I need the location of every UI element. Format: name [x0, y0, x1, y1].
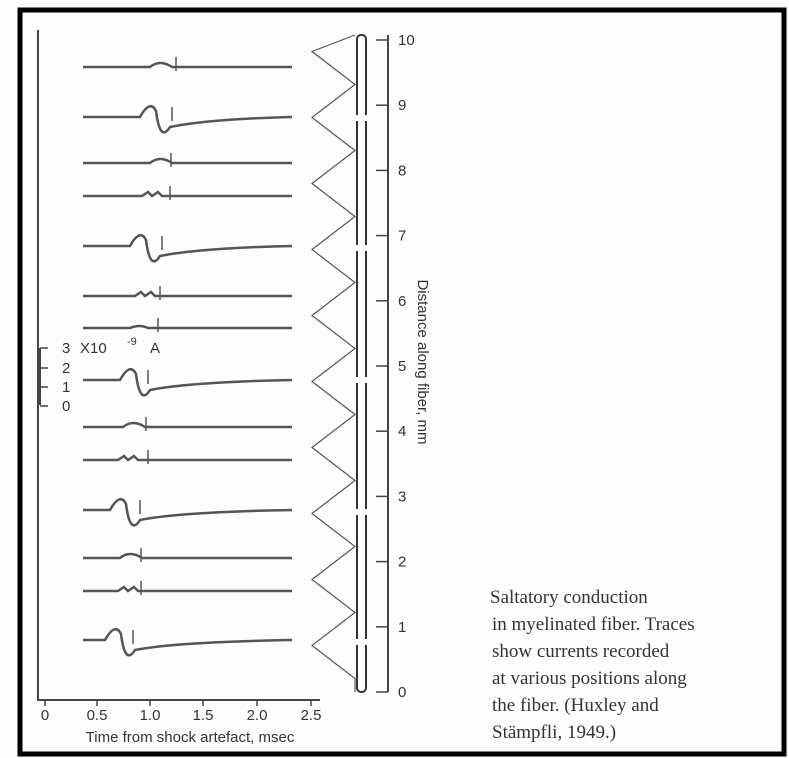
- scale-suffix: A: [150, 340, 160, 357]
- node-gap: [355, 115, 368, 121]
- y-tick-label: 4: [398, 423, 406, 440]
- y-tick-label: 10: [398, 32, 415, 49]
- caption-line: Saltatory conduction: [490, 587, 648, 608]
- trace: [83, 627, 293, 657]
- y-tick-label: 0: [398, 684, 406, 701]
- trace: [83, 552, 292, 560]
- trace: [83, 324, 292, 330]
- trace: [83, 454, 292, 462]
- fiber: [356, 34, 367, 693]
- scale-exponent: -9: [127, 336, 137, 348]
- trace: [83, 157, 292, 165]
- trace: [83, 190, 292, 198]
- trace: [83, 104, 293, 134]
- node-gap: [355, 377, 368, 383]
- y-tick-label: 1: [398, 619, 406, 636]
- x-tick-label: 1.0: [140, 707, 161, 724]
- trace: [83, 367, 293, 397]
- y-tick-label: 8: [398, 162, 406, 179]
- trace: [83, 61, 292, 69]
- y-tick-label: 2: [398, 554, 406, 571]
- caption-line: at various positions along: [492, 668, 687, 689]
- trace: [83, 233, 293, 263]
- node-gap: [355, 639, 368, 645]
- scale-bar: 3 X10 -9 A: [39, 336, 160, 405]
- scale-top: 3: [62, 340, 70, 357]
- node-gap: [355, 509, 368, 515]
- scale-tick-label: 2: [62, 360, 70, 377]
- scale-tick-label: 1: [62, 379, 70, 396]
- electrodes: [310, 34, 356, 692]
- y-tick-label: 5: [398, 358, 406, 375]
- y-tick-label: 6: [398, 293, 406, 310]
- x-tick-label: 1.5: [193, 707, 214, 724]
- trace: [83, 585, 292, 593]
- trace: [83, 497, 293, 527]
- node-gap: [355, 245, 368, 251]
- x-axis-label: Time from shock artefact, msec: [86, 729, 295, 746]
- caption-line: show currents recorded: [492, 641, 670, 662]
- trace: [83, 421, 292, 429]
- y-tick-label: 7: [398, 228, 406, 245]
- x-tick-label: 2.5: [301, 707, 322, 724]
- plot-axes: [37, 30, 320, 701]
- x-tick-label: 0.5: [87, 707, 108, 724]
- scale-tick-label: 0: [62, 398, 70, 415]
- trace: [83, 290, 292, 298]
- scale-unit: X10: [80, 340, 107, 357]
- y-axis-label: Distance along fiber, mm: [414, 279, 431, 444]
- x-tick-label: 2.0: [247, 707, 268, 724]
- caption-line: Stämpfli, 1949.): [492, 722, 616, 743]
- y-tick-label: 9: [398, 97, 406, 114]
- caption-line: in myelinated fiber. Traces: [492, 614, 695, 635]
- frame: [17, 7, 787, 757]
- x-tick-label: 0: [41, 707, 49, 724]
- y-tick-label: 3: [398, 488, 406, 505]
- caption-line: the fiber. (Huxley and: [492, 695, 659, 716]
